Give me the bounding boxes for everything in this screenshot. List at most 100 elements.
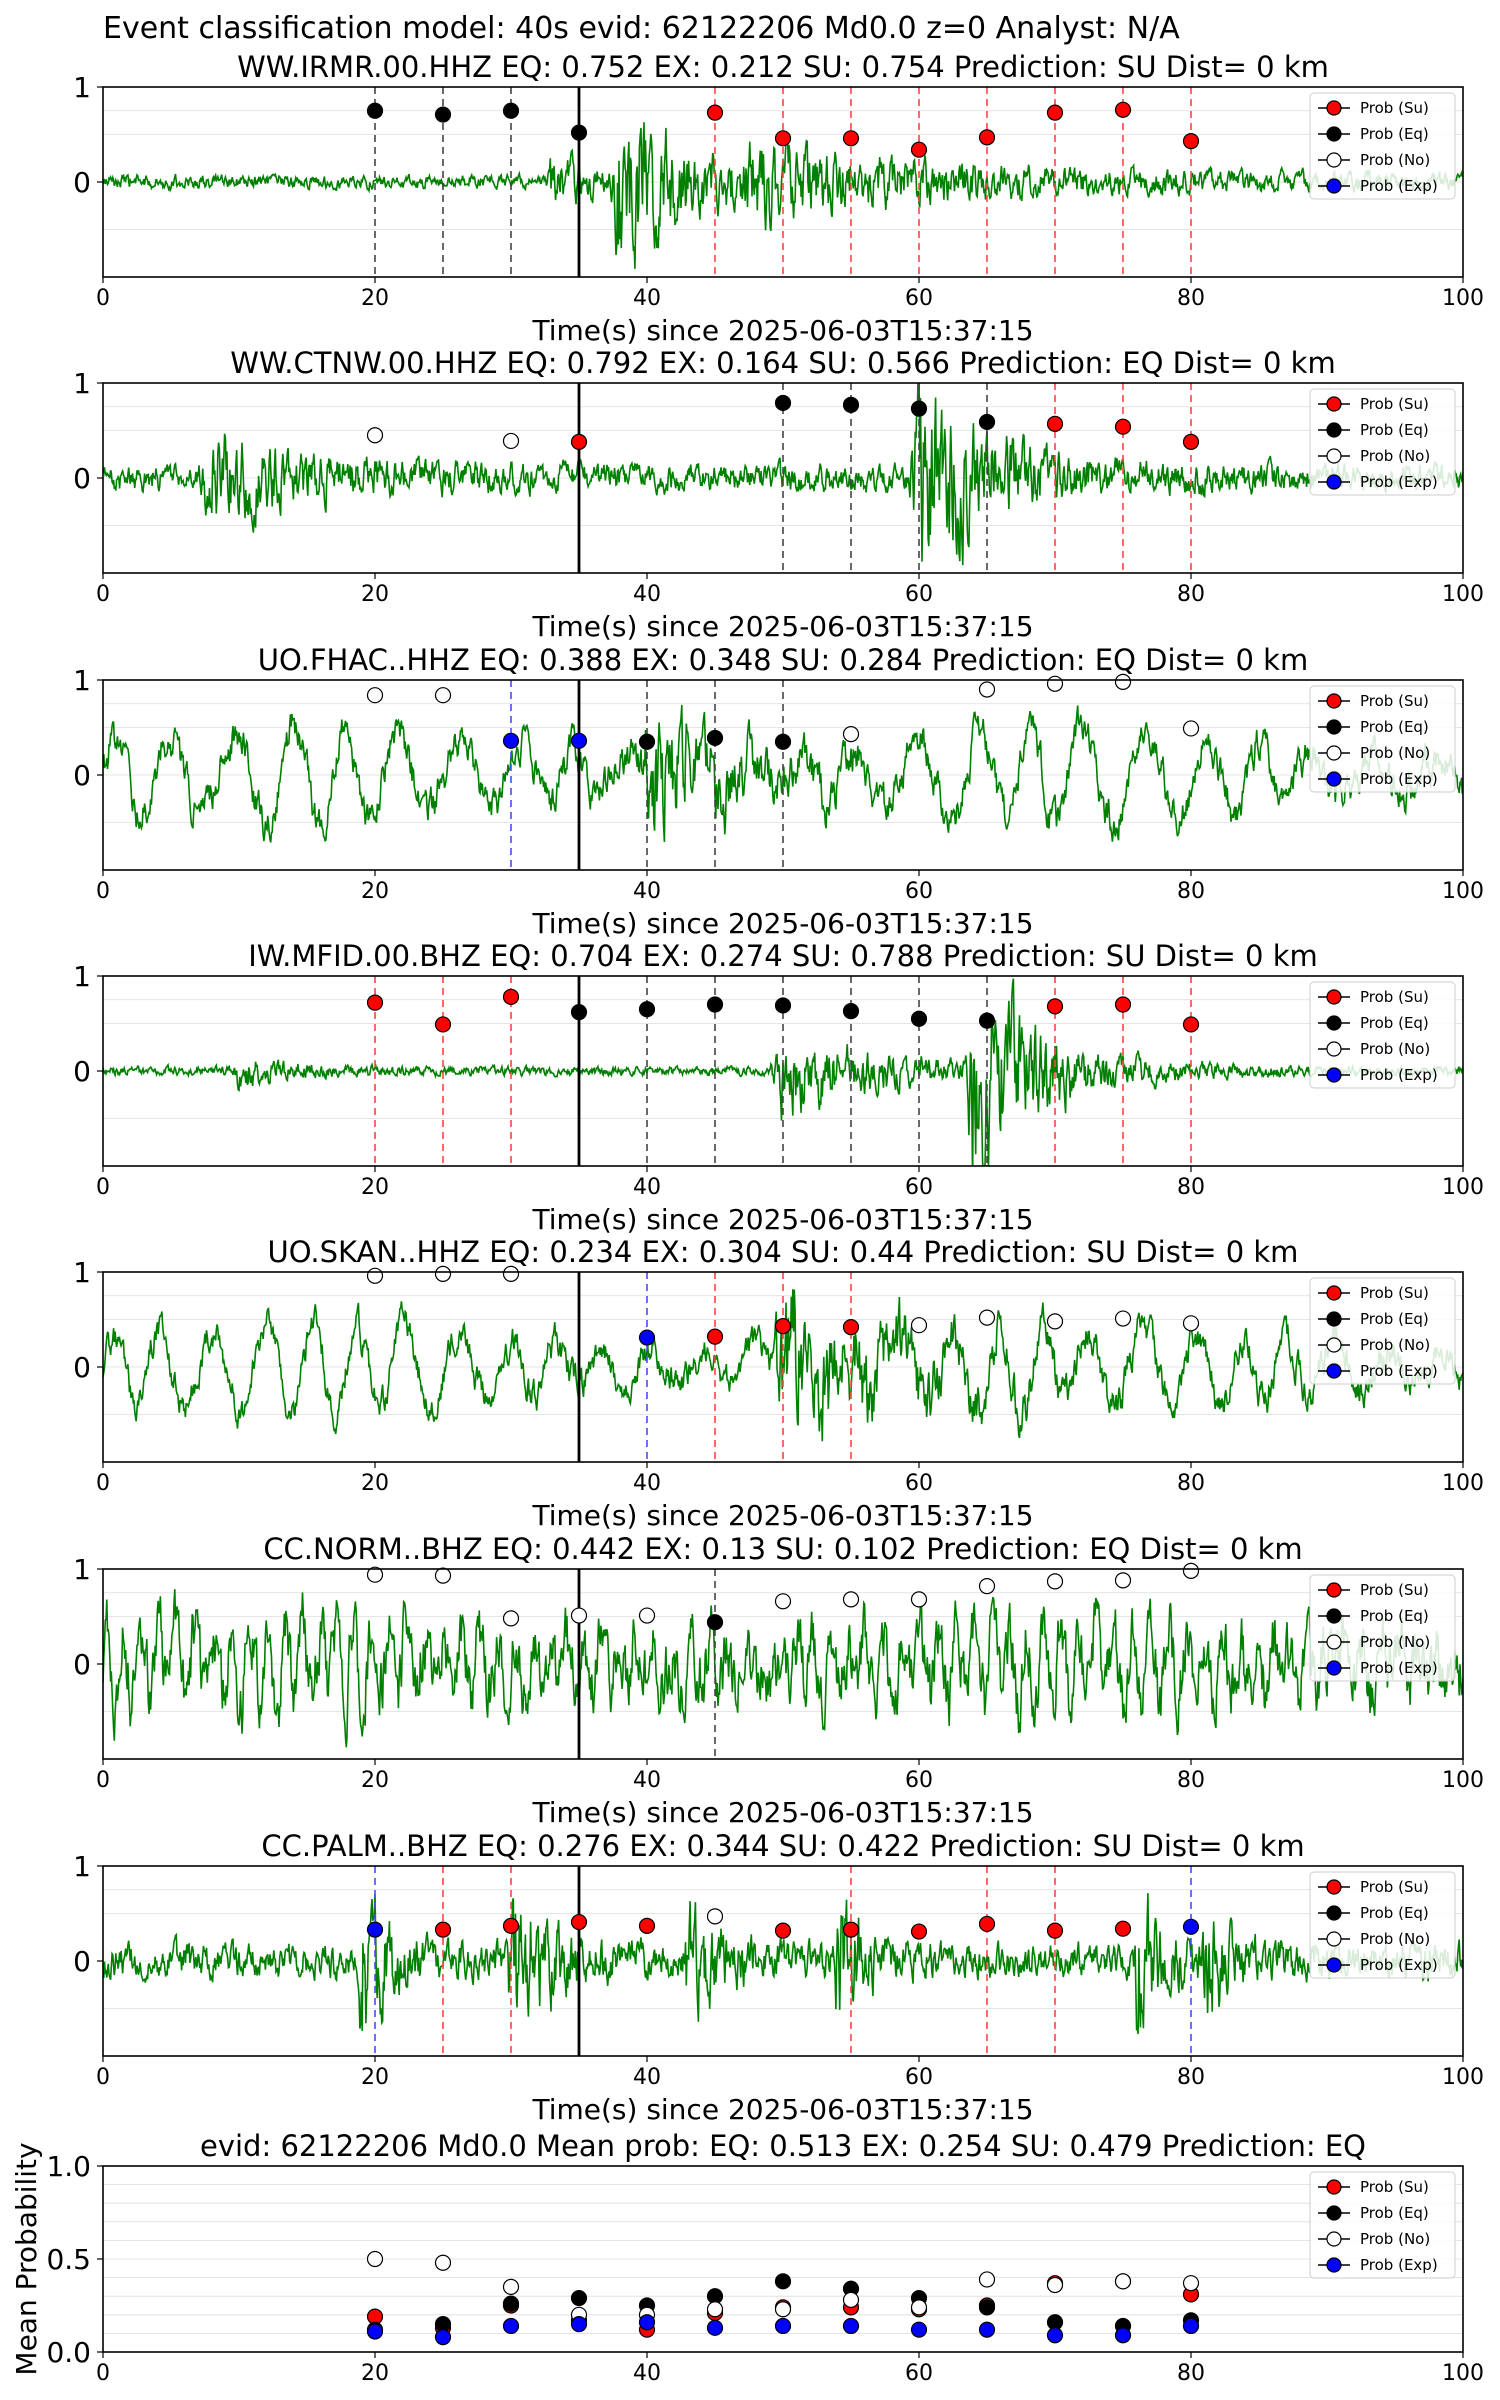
x-tick-label: 40: [633, 2065, 661, 2090]
marker-probsu: [1114, 1920, 1132, 1937]
x-axis-label: Time(s) since 2025-06-03T15:37:15: [531, 1203, 1033, 1236]
marker-probexp: [1182, 1918, 1200, 1935]
legend-label: Prob (Eq): [1360, 2204, 1429, 2222]
legend-label: Prob (No): [1360, 1040, 1430, 1058]
x-tick-label: 80: [1177, 1175, 1205, 1200]
marker-probsu: [1046, 1922, 1064, 1939]
marker-probsu: [570, 1913, 588, 1931]
legend-label: Prob (No): [1360, 447, 1430, 465]
legend-label: Prob (Su): [1360, 1284, 1429, 1302]
marker-probno: [842, 726, 860, 743]
legend-marker: [1326, 1311, 1342, 1327]
panel-title: WW.IRMR.00.HHZ EQ: 0.752 EX: 0.212 SU: 0…: [237, 50, 1329, 84]
legend-label: Prob (No): [1360, 2230, 1430, 2248]
marker-probeq: [774, 997, 792, 1014]
marker-probsu: [434, 1921, 452, 1938]
x-tick-label: 100: [1442, 1471, 1484, 1496]
marker-probno: [638, 1607, 656, 1624]
marker-probeq: [978, 2299, 996, 2316]
legend-marker: [1326, 448, 1342, 464]
marker-probno: [706, 2301, 724, 2318]
x-tick-label: 40: [633, 1175, 661, 1200]
marker-probeq: [842, 1003, 860, 1020]
legend-label: Prob (Su): [1360, 1878, 1429, 1896]
legend-marker: [1326, 126, 1342, 142]
marker-probsu: [706, 1328, 724, 1345]
x-tick-label: 80: [1177, 1768, 1205, 1793]
y-tick-label: 1: [73, 1553, 91, 1586]
marker-probeq: [570, 2289, 588, 2307]
legend-marker: [1326, 1634, 1342, 1650]
marker-probeq: [638, 733, 656, 750]
marker-probsu: [910, 1923, 928, 1940]
marker-probno: [1182, 720, 1200, 737]
legend-label: Prob (Eq): [1360, 421, 1429, 439]
marker-probexp: [910, 2321, 928, 2338]
panel-1: WW.IRMR.00.HHZ EQ: 0.752 EX: 0.212 SU: 0…: [73, 50, 1484, 347]
legend-label: Prob (No): [1360, 1633, 1430, 1651]
marker-probno: [366, 2250, 384, 2268]
marker-probno: [366, 1267, 384, 1284]
x-tick-label: 80: [1177, 1471, 1205, 1496]
marker-probno: [1114, 1572, 1132, 1589]
marker-probno: [1046, 675, 1064, 692]
legend-marker: [1326, 1608, 1342, 1624]
x-tick-label: 0: [96, 582, 110, 607]
plot-area: [103, 680, 1463, 870]
waveform-trace: [103, 1589, 1463, 1748]
legend-label: Prob (No): [1360, 1336, 1430, 1354]
marker-probsu: [978, 129, 996, 146]
marker-probexp: [638, 2314, 656, 2331]
marker-probsu: [706, 104, 724, 121]
marker-probeq: [774, 394, 792, 412]
panel-7: CC.PALM..BHZ EQ: 0.276 EX: 0.344 SU: 0.4…: [73, 1829, 1484, 2126]
legend-label: Prob (Eq): [1360, 718, 1429, 736]
legend-marker: [1326, 1957, 1342, 1973]
legend-marker: [1326, 1931, 1342, 1947]
legend-marker: [1326, 1905, 1342, 1921]
marker-probexp: [638, 1329, 656, 1346]
legend-marker: [1326, 2179, 1342, 2195]
marker-probsu: [1046, 415, 1064, 432]
legend-marker: [1326, 693, 1342, 709]
marker-probno: [366, 1566, 384, 1583]
x-tick-label: 60: [905, 286, 933, 311]
x-axis-label: Time(s) since 2025-06-03T15:37:15: [531, 314, 1033, 347]
marker-probno: [1046, 1313, 1064, 1330]
marker-probsu: [502, 988, 520, 1006]
legend-label: Prob (Su): [1360, 1581, 1429, 1599]
marker-probno: [978, 1309, 996, 1326]
marker-probsu: [1114, 101, 1132, 118]
x-axis-label: Time(s) since 2025-06-03T15:37:15: [531, 610, 1033, 643]
marker-probexp: [502, 2317, 520, 2335]
x-axis-label: Time(s) since 2025-06-03T15:37:15: [531, 2093, 1033, 2126]
marker-probsu: [1046, 104, 1064, 121]
marker-probno: [1114, 2273, 1132, 2290]
legend-label: Prob (Exp): [1360, 177, 1438, 195]
marker-probsu: [842, 1921, 860, 1938]
legend-label: Prob (Eq): [1360, 1014, 1429, 1032]
x-tick-label: 80: [1177, 2065, 1205, 2090]
waveform-trace: [103, 122, 1463, 269]
marker-probsu: [1182, 133, 1200, 150]
panel-8: evid: 62122206 Md0.0 Mean prob: EQ: 0.51…: [10, 2129, 1484, 2386]
legend-label: Prob (Exp): [1360, 1659, 1438, 1677]
figure-suptitle: Event classification model: 40s evid: 62…: [103, 11, 1180, 46]
x-tick-label: 100: [1442, 2361, 1484, 2386]
marker-probno: [434, 1265, 452, 1283]
x-tick-label: 80: [1177, 2361, 1205, 2386]
marker-probeq: [434, 106, 452, 123]
marker-probno: [502, 1610, 520, 1627]
marker-probsu: [774, 130, 792, 147]
x-tick-label: 100: [1442, 286, 1484, 311]
legend-label: Prob (Su): [1360, 692, 1429, 710]
x-tick-label: 20: [361, 1768, 389, 1793]
marker-probno: [434, 687, 452, 704]
legend-marker: [1326, 2205, 1342, 2221]
marker-probno: [1046, 2276, 1064, 2294]
marker-probexp: [1046, 2327, 1064, 2344]
panel-title: UO.SKAN..HHZ EQ: 0.234 EX: 0.304 SU: 0.4…: [268, 1235, 1299, 1269]
panel-title: evid: 62122206 Md0.0 Mean prob: EQ: 0.51…: [200, 2129, 1366, 2163]
